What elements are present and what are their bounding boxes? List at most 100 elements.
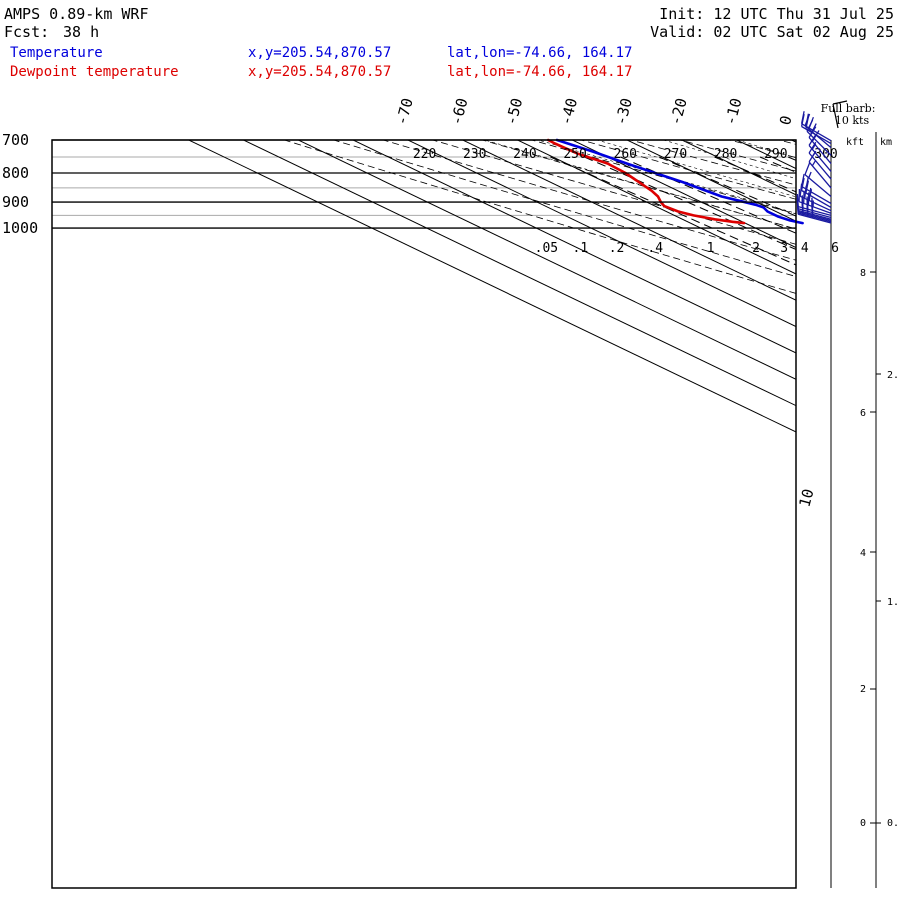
moist-adiabat	[483, 140, 796, 230]
wind-barb-flag	[805, 180, 810, 194]
temperature-tick-label: -40	[557, 96, 581, 127]
wind-barb	[801, 189, 832, 209]
wind-barb	[806, 130, 832, 156]
wind-barb	[808, 137, 832, 164]
wind-barb-flag	[800, 173, 805, 187]
isotherm	[461, 140, 796, 301]
barb-key-icon	[832, 100, 848, 105]
pressure-label: 900	[2, 193, 29, 211]
mixing-ratio-label: .2	[609, 241, 625, 256]
isotherm	[187, 140, 796, 433]
wind-barb	[808, 144, 832, 172]
temperature-tick-label: 0	[776, 114, 796, 127]
wind-barb	[798, 213, 832, 224]
dry-adiabat-label: 230	[463, 147, 486, 162]
isotherm	[297, 140, 796, 380]
wind-barb	[798, 209, 832, 220]
dry-adiabat-label: 220	[413, 147, 436, 162]
init-time: Init: 12 UTC Thu 31 Jul 25	[659, 5, 894, 23]
isotherm	[406, 140, 796, 328]
mixing-ratio-line	[620, 156, 796, 234]
moist-adiabat	[595, 140, 796, 198]
dry-adiabat-label: 290	[764, 147, 787, 162]
wind-barb	[799, 195, 832, 212]
wind-barb-flag	[808, 171, 812, 179]
dry-adiabat	[283, 140, 796, 294]
dry-adiabat	[839, 130, 900, 898]
dry-adiabat-label: 280	[714, 147, 737, 162]
mixing-ratio-line	[839, 157, 900, 895]
mixing-ratio-label: .05	[535, 241, 558, 256]
wind-barb-flag	[796, 193, 799, 207]
dry-adiabat	[332, 140, 796, 277]
wind-barb	[804, 174, 832, 197]
dry-adiabat-label: 300	[814, 147, 837, 162]
isotherm	[880, 130, 900, 898]
km-tick: 0.	[887, 818, 899, 829]
wind-barb-flag	[806, 196, 809, 210]
wind-barb	[798, 211, 832, 222]
wind-barb	[798, 205, 832, 217]
barb-key-line2: 10 kts	[835, 114, 870, 127]
legend-temperature: Temperature	[10, 45, 103, 61]
wind-barb	[798, 212, 832, 223]
dry-adiabat	[888, 130, 900, 898]
mixing-ratio-label: 3	[780, 241, 788, 256]
dry-adiabat	[629, 140, 796, 186]
barb-key-icon	[832, 103, 839, 129]
wind-barb	[801, 185, 832, 204]
fcst-label: Fcst:	[4, 23, 49, 41]
wind-barb	[808, 152, 832, 180]
mixing-ratio-label: 1	[707, 241, 715, 256]
temperature-tick-label: -20	[666, 96, 690, 127]
km-tick: 2.	[887, 370, 899, 381]
isotherm	[351, 140, 796, 354]
wind-barb-flag	[804, 162, 811, 175]
wind-barb-flag	[805, 113, 810, 127]
legend-dewpoint-xy: x,y=205.54,870.57	[248, 64, 391, 80]
mixing-ratio-label: 2	[752, 241, 760, 256]
dry-adiabat-label: 270	[664, 147, 687, 162]
mixing-ratio-label: .1	[573, 241, 589, 256]
mixing-ratio-label: 4	[801, 241, 809, 256]
legend-dewpoint: Dewpoint temperature	[10, 64, 179, 80]
km-tick: 1.	[887, 597, 899, 608]
pressure-label: 1000	[2, 219, 38, 237]
mixing-ratio-line	[809, 157, 900, 895]
legend-temperature-xy: x,y=205.54,870.57	[248, 45, 391, 61]
wind-barb-flag	[811, 130, 820, 142]
wind-barb-flag	[805, 176, 810, 190]
wind-barb	[798, 201, 832, 214]
legend-temperature-latlon: lat,lon=-74.66, 164.17	[447, 45, 632, 61]
isotherm	[571, 140, 796, 249]
moist-adiabat	[662, 140, 796, 180]
temperature-line	[555, 138, 804, 225]
dry-adiabat-label: 260	[614, 147, 637, 162]
kft-tick: 0	[860, 818, 866, 829]
dry-adiabat-label: 250	[563, 147, 586, 162]
temperature-tick-label: 10	[795, 487, 817, 509]
mixing-ratio-line	[759, 156, 796, 173]
dry-adiabat-label: 240	[513, 147, 536, 162]
pressure-label: 800	[2, 164, 29, 182]
kft-tick: 2	[860, 684, 866, 695]
isotherm	[516, 140, 796, 275]
wind-barb	[801, 125, 832, 145]
wind-barb-flag	[809, 123, 817, 136]
fcst-value: 38 h	[63, 23, 99, 41]
wind-barb-flag	[811, 197, 814, 211]
pressure-label: 700	[2, 131, 29, 149]
wind-barb	[801, 123, 832, 142]
wind-barb	[798, 208, 832, 219]
mixing-ratio-line	[714, 156, 796, 193]
temperature-tick-label: -70	[392, 96, 416, 127]
temperature-tick-label: -50	[502, 96, 526, 127]
mixing-ratio-line	[584, 156, 796, 251]
dry-adiabat	[381, 140, 796, 261]
dewpoint-line	[546, 138, 746, 225]
km-label: km	[880, 137, 892, 148]
wind-barb-flag	[808, 116, 815, 130]
temperature-tick-label: -30	[612, 96, 636, 127]
kft-tick: 8	[860, 268, 866, 279]
